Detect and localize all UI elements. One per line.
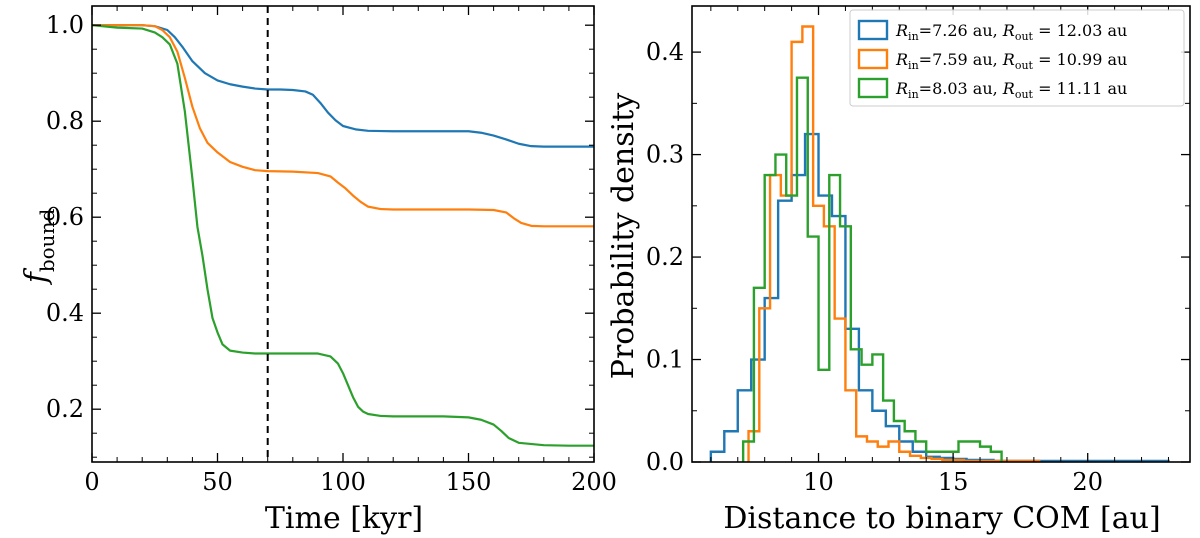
legend-text-part: R (1002, 79, 1015, 98)
left-x-tick-label: 0 (84, 468, 99, 496)
legend-text-part: =8.03 au, (919, 79, 1003, 98)
right-y-tick-label: 0.1 (646, 346, 684, 374)
ylabel-subscript: bound (35, 209, 59, 273)
legend-text-part: out (1015, 59, 1034, 72)
histogram-series-3 (741, 76, 1003, 462)
legend-text-part: = 12.03 au (1033, 21, 1127, 40)
legend-swatch-1 (857, 19, 889, 41)
legend-swatch-3 (857, 77, 889, 99)
left-plot-area: 0 50 100 150 200 0.2 0.4 0.6 0.8 1.0 (46, 5, 617, 496)
right-y-tick-label: 0.0 (646, 448, 684, 476)
left-y-tick-label: 0.4 (46, 299, 84, 327)
bound-fraction-lines (92, 6, 594, 462)
left-x-tick-label: 150 (446, 468, 492, 496)
left-y-tick-label: 0.2 (46, 395, 84, 423)
legend-entry-1: Rin=7.26 au, Rout = 12.03 au (895, 21, 1127, 43)
legend-box (849, 9, 1185, 107)
legend-swatch-2 (857, 48, 889, 70)
bound-fraction-series-2 (92, 24, 594, 228)
legend-text-part: = 10.99 au (1033, 50, 1127, 69)
right-x-axis-label: Distance to binary COM [au] (723, 501, 1160, 536)
legend-text-part: =7.26 au, (919, 21, 1003, 40)
histogram-steps (709, 25, 1170, 462)
right-y-axis-label: Probability density (606, 93, 641, 380)
legend-text-part: in (908, 30, 919, 43)
left-x-tick-label: 50 (202, 468, 233, 496)
left-y-tick-label: 0.6 (46, 203, 84, 231)
legend-text-part: = 11.11 au (1033, 79, 1127, 98)
right-y-tick-label: 0.4 (646, 38, 684, 66)
left-axes-frame (91, 5, 595, 463)
bound-fraction-series-3 (92, 24, 594, 447)
legend-text-part: in (908, 59, 919, 72)
right-plot-area: 10 15 20 0.0 0.1 0.2 0.3 0.4 (646, 5, 1191, 496)
distance-histogram-panel: 10 15 20 0.0 0.1 0.2 0.3 0.4 Distance to binary… (606, 5, 1191, 536)
histogram-series-1 (709, 132, 1170, 462)
left-y-axis-label: fbound (19, 209, 59, 286)
bound-fraction-panel: 0 50 100 150 200 0.2 0.4 0.6 0.8 1.0 Time [kyr] f… (19, 5, 617, 536)
legend-text-part: out (1015, 88, 1034, 101)
legend-text-part: =7.59 au, (919, 50, 1003, 69)
legend-entry-3: Rin=8.03 au, Rout = 11.11 au (895, 79, 1127, 101)
legend-text-part: R (1002, 50, 1015, 69)
left-x-axis-label: Time [kyr] (265, 501, 423, 536)
left-y-tick-label: 0.8 (46, 107, 84, 135)
left-x-tick-label: 100 (320, 468, 366, 496)
right-axes-frame (691, 5, 1191, 463)
right-x-tick-label: 20 (1072, 468, 1103, 496)
legend-entry-2: Rin=7.59 au, Rout = 10.99 au (895, 50, 1127, 72)
right-y-tick-label: 0.3 (646, 141, 684, 169)
bound-fraction-series-1 (92, 24, 594, 148)
right-x-tick-label: 15 (938, 468, 969, 496)
legend-text-part: out (1015, 30, 1034, 43)
legend-text-part: R (895, 79, 908, 98)
right-x-tick-label: 10 (803, 468, 834, 496)
legend-text-part: R (1002, 21, 1015, 40)
legend-text-part: R (895, 50, 908, 69)
legend-text-part: in (908, 88, 919, 101)
left-x-tick-label: 200 (571, 468, 617, 496)
left-y-tick-label: 1.0 (46, 11, 84, 39)
right-y-tick-label: 0.2 (646, 243, 684, 271)
legend-text-part: R (895, 21, 908, 40)
